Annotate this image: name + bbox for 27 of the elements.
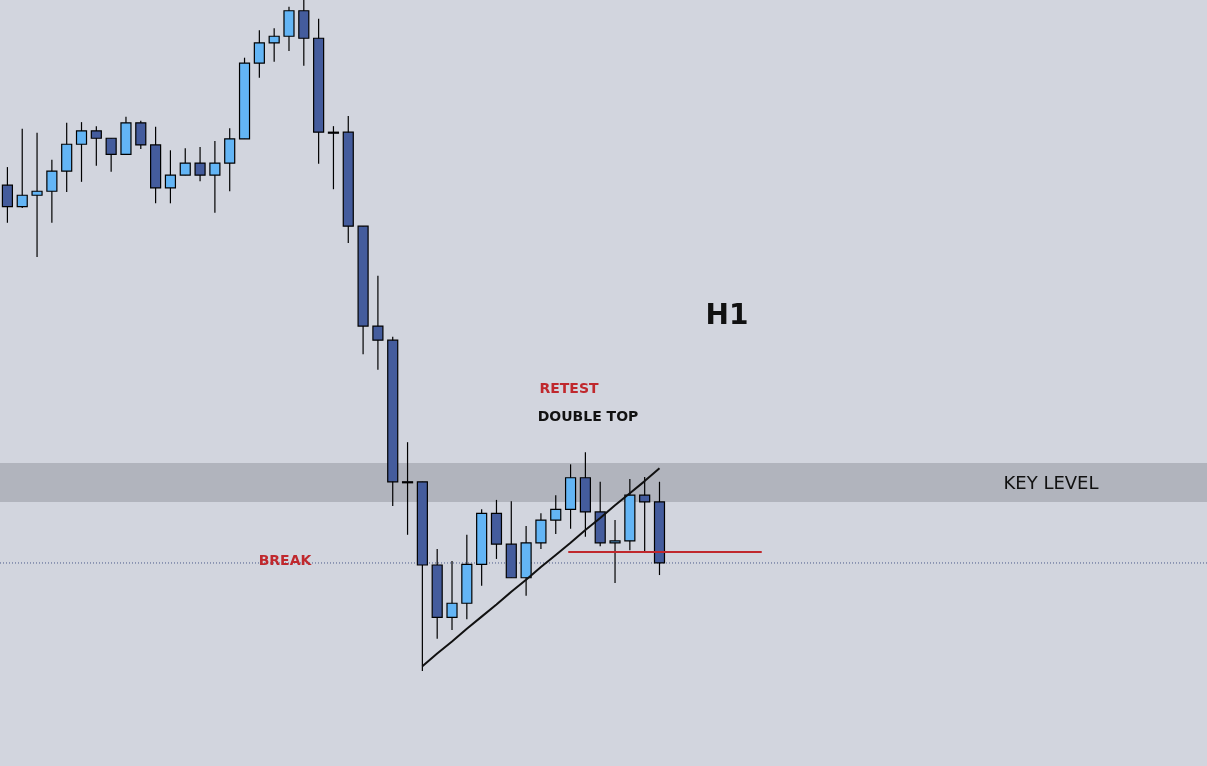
candlestick bbox=[609, 519, 621, 584]
candlestick bbox=[90, 125, 102, 167]
candlestick bbox=[105, 137, 117, 173]
candlestick bbox=[194, 146, 206, 182]
candlestick bbox=[164, 149, 177, 204]
candlestick bbox=[75, 121, 88, 183]
candlestick bbox=[268, 27, 280, 63]
candlestick bbox=[327, 125, 340, 190]
candlestick bbox=[179, 147, 191, 176]
candlestick bbox=[401, 441, 414, 536]
candlestick bbox=[1, 166, 14, 224]
candlestick bbox=[535, 512, 547, 550]
text: H1 bbox=[705, 297, 749, 331]
annotation: DOUBLE TOP bbox=[537, 408, 639, 424]
candlestick bbox=[253, 29, 265, 79]
candlestick bbox=[550, 494, 562, 535]
annotation: BREAK bbox=[258, 552, 313, 568]
candlestick bbox=[639, 476, 651, 553]
candlestick bbox=[46, 159, 58, 224]
candlestick bbox=[16, 128, 28, 209]
candlestick bbox=[135, 120, 147, 150]
band-label: KEY LEVEL bbox=[1003, 471, 1099, 493]
candlestick bbox=[31, 132, 43, 258]
candlestick bbox=[446, 560, 458, 631]
candlestick bbox=[372, 275, 384, 371]
candlestick bbox=[209, 140, 221, 214]
annotation: RETEST bbox=[539, 380, 599, 396]
